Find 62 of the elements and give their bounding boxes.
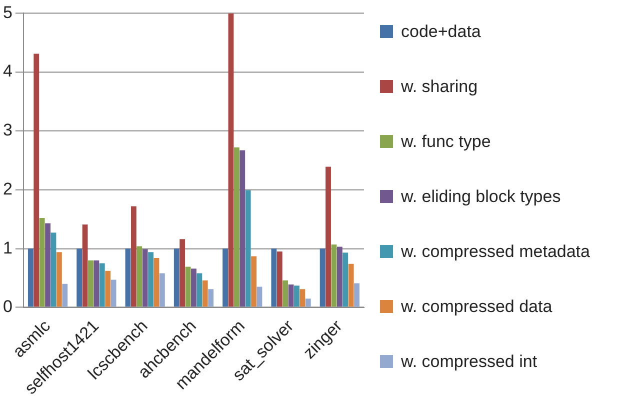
bar <box>180 239 186 307</box>
bar <box>88 260 94 307</box>
bar <box>202 280 208 307</box>
y-tick-label: 2 <box>2 179 12 198</box>
legend-label: w. compressed data <box>401 296 552 318</box>
y-tick-label: 3 <box>2 120 12 140</box>
bar <box>256 286 262 307</box>
y-tick-label: 5 <box>2 2 12 22</box>
legend-label: w. compressed int <box>401 351 538 374</box>
bar <box>185 266 191 307</box>
bar <box>174 248 180 307</box>
bar <box>222 248 228 307</box>
bar <box>305 298 311 307</box>
bar <box>62 284 68 307</box>
bar <box>105 270 111 307</box>
legend-label: w. eliding block types <box>401 186 561 208</box>
y-tick-label: 1 <box>2 238 12 258</box>
bar <box>94 260 100 307</box>
bar <box>56 252 62 307</box>
bar <box>28 248 34 307</box>
bar <box>208 289 214 307</box>
bar <box>354 283 360 307</box>
bar <box>130 206 136 307</box>
bar <box>110 280 116 307</box>
bar <box>326 166 331 307</box>
bar <box>191 268 196 307</box>
bar <box>271 248 277 307</box>
bar <box>196 273 202 307</box>
legend-label: code+data <box>401 20 481 43</box>
y-tick-label: 0 <box>2 297 12 316</box>
bar <box>331 244 337 307</box>
bar <box>348 264 354 307</box>
bar <box>39 218 45 307</box>
bar <box>240 150 246 307</box>
bar <box>300 289 306 307</box>
bar <box>82 224 88 307</box>
bar <box>342 252 348 307</box>
bar <box>288 284 294 307</box>
bar <box>76 248 82 307</box>
bar <box>50 232 56 307</box>
legend-label: w. func type <box>401 130 491 153</box>
bar <box>154 258 160 307</box>
bar <box>245 190 251 307</box>
bar <box>282 280 288 307</box>
bar <box>276 252 282 307</box>
bar <box>228 13 234 307</box>
bar <box>159 273 165 307</box>
bar <box>99 263 105 307</box>
bar <box>45 223 50 307</box>
bar <box>136 246 142 307</box>
y-tick-label: 4 <box>2 62 12 81</box>
bar <box>148 252 154 307</box>
bar <box>251 256 256 307</box>
bar <box>234 147 240 307</box>
legend-label: w. sharing <box>401 76 478 98</box>
bar <box>294 286 300 307</box>
bar <box>34 54 40 307</box>
bar <box>125 248 131 307</box>
bar <box>336 246 342 307</box>
bar <box>320 248 326 307</box>
legend-label: w. compressed metadata <box>401 241 590 264</box>
bar <box>142 249 148 307</box>
